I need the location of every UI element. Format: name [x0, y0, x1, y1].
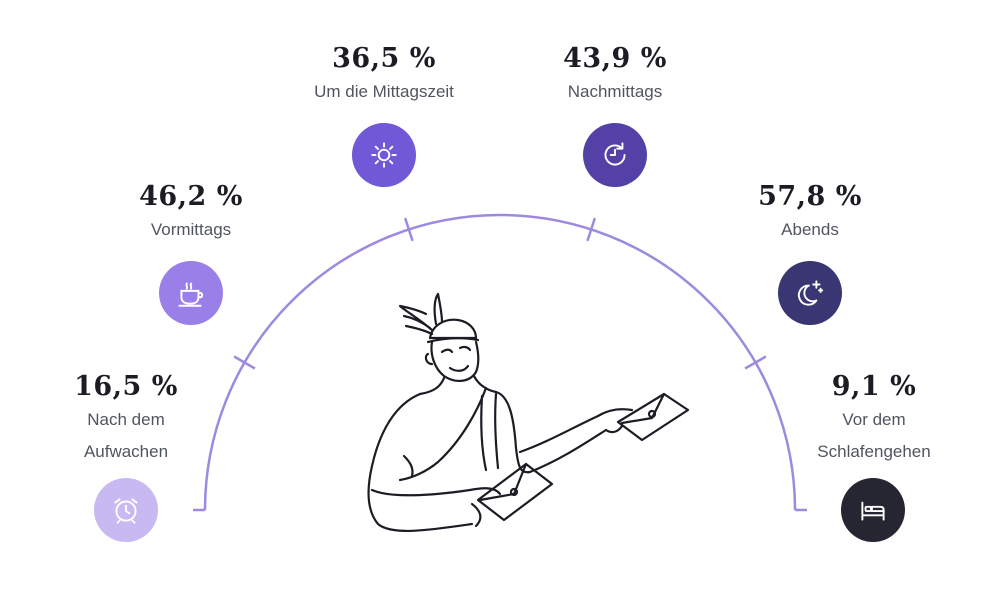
category-nach-dem-aufwachen: 16,5 % Nach dem Aufwachen [26, 370, 226, 468]
day-arc [203, 213, 797, 511]
value-label: 9,1 % [831, 371, 917, 402]
arc-ticks [233, 217, 767, 370]
coffee-cup-icon [159, 261, 223, 325]
category-label-line: Aufwachen [83, 442, 169, 461]
category-nachmittags: 43,9 % Nachmittags [515, 42, 715, 108]
arc-tick [233, 355, 256, 370]
sun-icon [352, 123, 416, 187]
bed-icon [841, 478, 905, 542]
value-label: 46,2 % [139, 181, 243, 212]
category-label-line: Nach dem [87, 410, 165, 429]
clock-arrow-icon [583, 123, 647, 187]
arc-tick [586, 217, 597, 242]
alarm-clock-icon [94, 478, 158, 542]
category-label: Um die Mittagszeit [314, 82, 454, 101]
value-label: 43,9 % [563, 43, 667, 74]
category-um-die-mittagszeit: 36,5 % Um die Mittagszeit [284, 42, 484, 108]
category-label: Vormittags [150, 220, 232, 239]
value-label: 57,8 % [758, 181, 862, 212]
category-label: Nachmittags [567, 82, 663, 101]
category-vor-dem-schlafengehen: 9,1 % Vor dem Schlafengehen [774, 370, 974, 468]
value-label: 16,5 % [74, 371, 178, 402]
category-label-line: Vor dem [842, 410, 906, 429]
category-label-line: Schlafengehen [817, 442, 931, 461]
arc-tick [744, 355, 767, 370]
moon-stars-icon [778, 261, 842, 325]
category-abends: 57,8 % Abends [710, 180, 910, 246]
value-label: 36,5 % [332, 43, 436, 74]
category-label: Abends [781, 220, 839, 239]
category-vormittags: 46,2 % Vormittags [91, 180, 291, 246]
mascot-illustration [367, 292, 690, 533]
arc-tick [403, 217, 414, 242]
